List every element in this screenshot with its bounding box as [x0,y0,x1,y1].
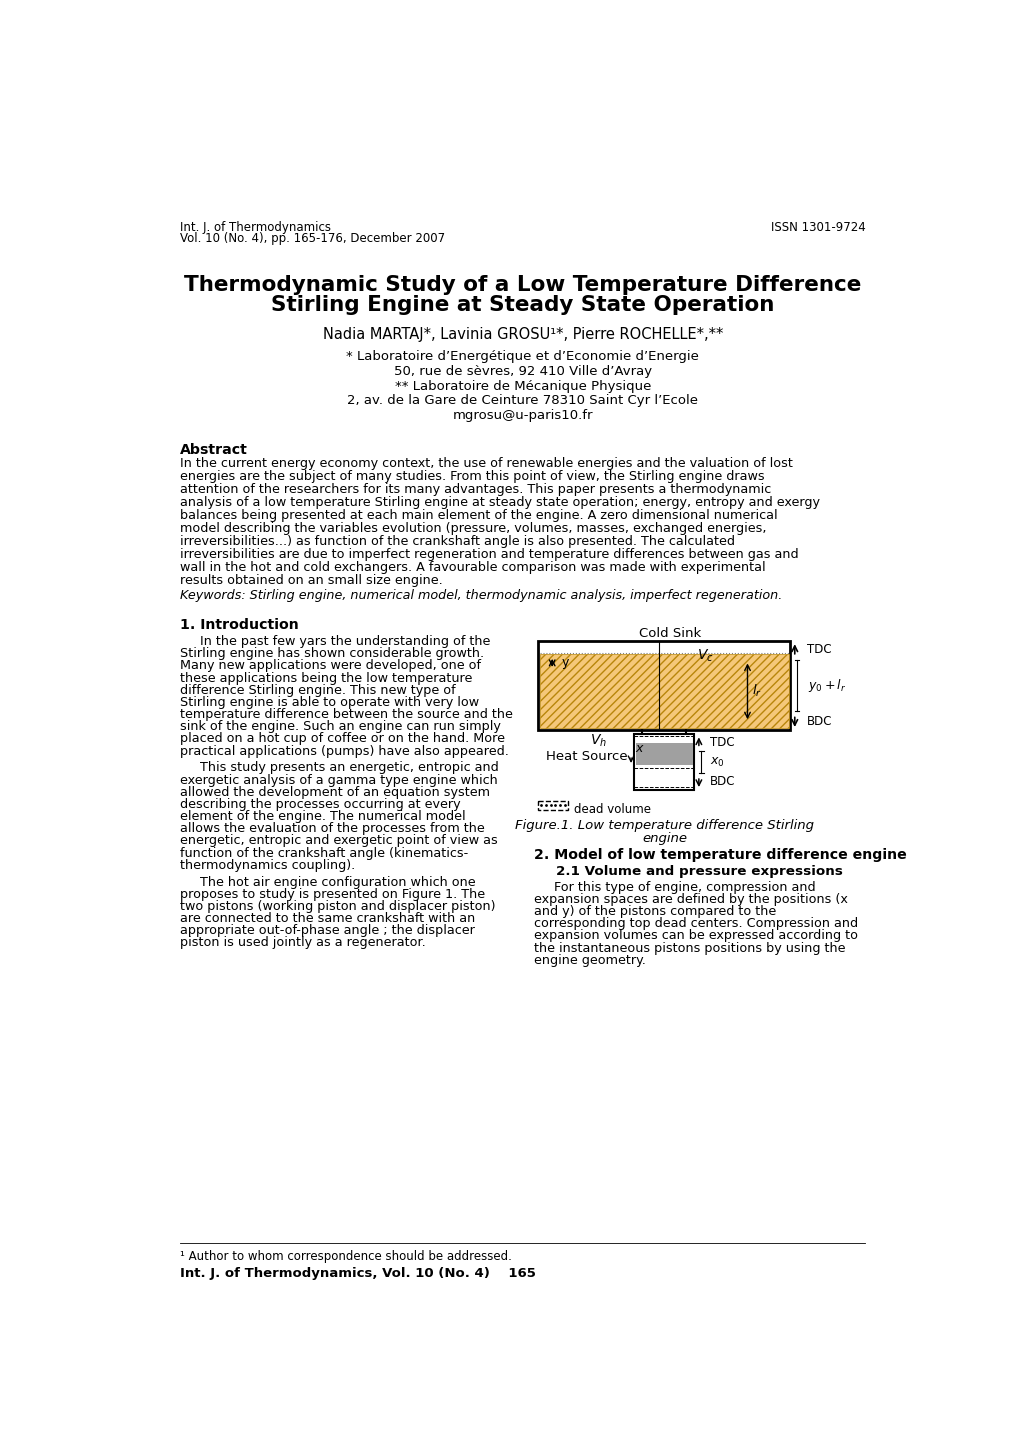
Text: expansion volumes can be expressed according to: expansion volumes can be expressed accor… [533,929,857,942]
Text: ¹ Author to whom correspondence should be addressed.: ¹ Author to whom correspondence should b… [180,1250,512,1263]
Text: dead volume: dead volume [574,802,650,817]
Text: ** Laboratoire de Mécanique Physique: ** Laboratoire de Mécanique Physique [394,380,650,392]
Bar [538,801,568,810]
Text: $y_0+l_r$: $y_0+l_r$ [807,677,846,694]
Text: balances being presented at each main element of the engine. A zero dimensional : balances being presented at each main el… [180,509,777,522]
Text: irreversibilities are due to imperfect regeneration and temperature differences : irreversibilities are due to imperfect r… [180,548,798,561]
Text: Stirling engine has shown considerable growth.: Stirling engine has shown considerable g… [180,648,484,661]
Text: Thermodynamic Study of a Low Temperature Difference: Thermodynamic Study of a Low Temperature… [183,274,861,294]
Text: 2.1 Volume and pressure expressions: 2.1 Volume and pressure expressions [555,866,842,879]
Text: 50, rue de sèvres, 92 410 Ville d’Avray: 50, rue de sèvres, 92 410 Ville d’Avray [393,365,651,378]
Text: energies are the subject of many studies. From this point of view, the Stirling : energies are the subject of many studies… [180,469,764,482]
Text: two pistons (working piston and displacer piston): two pistons (working piston and displace… [180,900,495,913]
Text: y: y [560,657,569,670]
Text: 1. Introduction: 1. Introduction [180,618,299,632]
Text: thermodynamics coupling).: thermodynamics coupling). [180,859,355,872]
Text: attention of the researchers for its many advantages. This paper presents a ther: attention of the researchers for its man… [180,483,770,496]
Text: sink of the engine. Such an engine can run simply: sink of the engine. Such an engine can r… [180,720,500,733]
Text: BDC: BDC [709,775,735,788]
Text: corresponding top dead centers. Compression and: corresponding top dead centers. Compress… [533,918,857,931]
Text: TDC: TDC [709,736,734,749]
Text: 2. Model of low temperature difference engine: 2. Model of low temperature difference e… [533,848,906,863]
Text: TDC: TDC [806,644,830,657]
Text: irreversibilities...) as function of the crankshaft angle is also presented. The: irreversibilities...) as function of the… [180,535,735,548]
Text: describing the processes occurring at every: describing the processes occurring at ev… [180,798,461,811]
Text: results obtained on an small size engine.: results obtained on an small size engine… [180,574,442,587]
Text: and y) of the pistons compared to the: and y) of the pistons compared to the [533,905,775,918]
Bar [635,743,692,765]
Bar [539,655,658,729]
Text: $V_c$: $V_c$ [697,648,713,664]
Text: proposes to study is presented on Figure 1. The: proposes to study is presented on Figure… [180,887,485,900]
Text: The hot air engine configuration which one: The hot air engine configuration which o… [180,876,475,889]
Text: allowed the development of an equation system: allowed the development of an equation s… [180,786,490,799]
Text: expansion spaces are defined by the positions (x: expansion spaces are defined by the posi… [533,893,847,906]
Text: the instantaneous pistons positions by using the: the instantaneous pistons positions by u… [533,942,845,955]
Text: $x_0$: $x_0$ [710,756,725,769]
Text: element of the engine. The numerical model: element of the engine. The numerical mod… [180,810,466,823]
Text: 2, av. de la Gare de Ceinture 78310 Saint Cyr l’Ecole: 2, av. de la Gare de Ceinture 78310 Sain… [346,394,698,407]
Text: Vol. 10 (No. 4), pp. 165-176, December 2007: Vol. 10 (No. 4), pp. 165-176, December 2… [180,232,445,245]
Bar [658,655,788,729]
Text: In the past few yars the understanding of the: In the past few yars the understanding o… [180,635,490,648]
Text: Keywords: Stirling engine, numerical model, thermodynamic analysis, imperfect re: Keywords: Stirling engine, numerical mod… [180,589,782,602]
Text: Cold Sink: Cold Sink [638,628,700,641]
Text: For this type of engine, compression and: For this type of engine, compression and [533,880,814,893]
Text: exergetic analysis of a gamma type engine which: exergetic analysis of a gamma type engin… [180,773,497,786]
Text: energetic, entropic and exergetic point of view as: energetic, entropic and exergetic point … [180,834,497,847]
Text: Int. J. of Thermodynamics, Vol. 10 (No. 4)    165: Int. J. of Thermodynamics, Vol. 10 (No. … [180,1267,536,1280]
Text: engine geometry.: engine geometry. [533,954,645,967]
Text: Nadia MARTAJ*, Lavinia GROSU¹*, Pierre ROCHELLE*,**: Nadia MARTAJ*, Lavinia GROSU¹*, Pierre R… [322,328,722,342]
Text: temperature difference between the source and the: temperature difference between the sourc… [180,709,513,722]
Text: engine: engine [641,831,687,844]
Bar [634,734,694,789]
Text: $V_h$: $V_h$ [590,733,606,749]
Text: difference Stirling engine. This new type of: difference Stirling engine. This new typ… [180,684,455,697]
Text: Figure.1. Low temperature difference Stirling: Figure.1. Low temperature difference Sti… [515,820,813,833]
Text: Int. J. of Thermodynamics: Int. J. of Thermodynamics [180,221,331,234]
Text: practical applications (pumps) have also appeared.: practical applications (pumps) have also… [180,745,508,758]
Text: these applications being the low temperature: these applications being the low tempera… [180,671,472,684]
Text: appropriate out-of-phase angle ; the displacer: appropriate out-of-phase angle ; the dis… [180,924,475,937]
Text: ISSN 1301-9724: ISSN 1301-9724 [769,221,864,234]
Text: analysis of a low temperature Stirling engine at steady state operation; energy,: analysis of a low temperature Stirling e… [180,496,819,509]
Text: piston is used jointly as a regenerator.: piston is used jointly as a regenerator. [180,937,426,949]
Text: function of the crankshaft angle (kinematics-: function of the crankshaft angle (kinema… [180,847,468,860]
Text: Many new applications were developed, one of: Many new applications were developed, on… [180,659,481,672]
Text: This study presents an energetic, entropic and: This study presents an energetic, entrop… [180,762,498,775]
Text: are connected to the same crankshaft with an: are connected to the same crankshaft wit… [180,912,475,925]
Text: Stirling Engine at Steady State Operation: Stirling Engine at Steady State Operatio… [271,294,773,315]
Text: x: x [635,742,642,755]
Bar [538,641,790,730]
Text: BDC: BDC [806,716,832,729]
Text: allows the evaluation of the processes from the: allows the evaluation of the processes f… [180,823,484,835]
Text: $l_r$: $l_r$ [751,684,761,700]
Text: * Laboratoire d’Energétique et d’Economie d’Energie: * Laboratoire d’Energétique et d’Economi… [346,351,698,364]
Text: mgrosu@u-paris10.fr: mgrosu@u-paris10.fr [452,408,592,421]
Text: Abstract: Abstract [180,443,248,456]
Text: Heat Source: Heat Source [546,750,628,763]
Text: placed on a hot cup of coffee or on the hand. More: placed on a hot cup of coffee or on the … [180,733,504,746]
Text: model describing the variables evolution (pressure, volumes, masses, exchanged e: model describing the variables evolution… [180,522,766,535]
Text: wall in the hot and cold exchangers. A favourable comparison was made with exper: wall in the hot and cold exchangers. A f… [180,561,765,574]
Text: In the current energy economy context, the use of renewable energies and the val: In the current energy economy context, t… [180,456,793,469]
Text: Stirling engine is able to operate with very low: Stirling engine is able to operate with … [180,696,479,709]
